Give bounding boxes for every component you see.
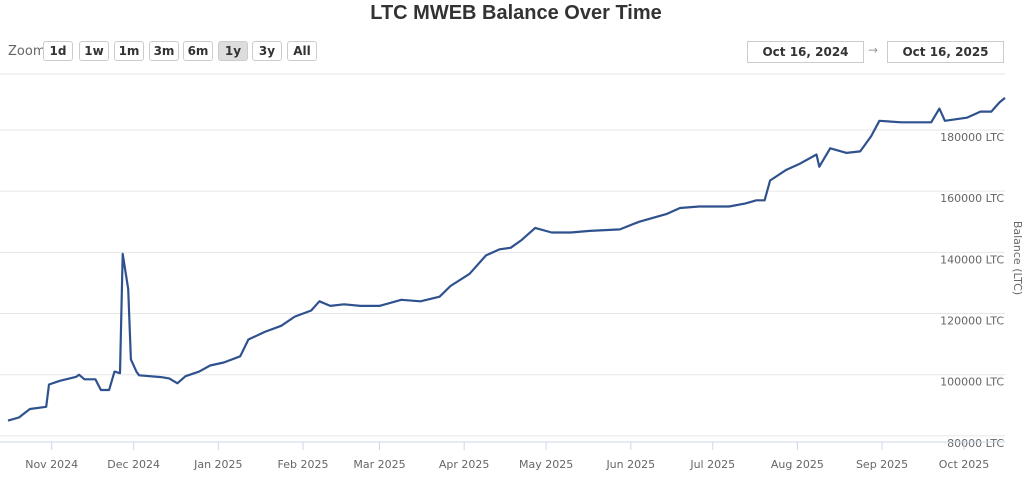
x-tick-label: Oct 2025 bbox=[939, 458, 990, 471]
x-tick-label: Apr 2025 bbox=[439, 458, 490, 471]
y-tick-label: 160000 LTC bbox=[940, 192, 1004, 205]
x-tick-label: Mar 2025 bbox=[353, 458, 405, 471]
x-tick-label: Jun 2025 bbox=[605, 458, 655, 471]
y-tick-label: 140000 LTC bbox=[940, 253, 1004, 266]
zoom-3y-button[interactable]: 3y bbox=[252, 41, 282, 61]
zoom-6m-button[interactable]: 6m bbox=[183, 41, 213, 61]
series-line-mweb-balance bbox=[7, 97, 1006, 422]
date-from-input[interactable]: Oct 16, 2024 bbox=[747, 41, 864, 63]
x-tick-label: Sep 2025 bbox=[856, 458, 908, 471]
zoom-1y-button[interactable]: 1y bbox=[218, 41, 248, 61]
y-tick-label: 120000 LTC bbox=[940, 315, 1004, 328]
x-tick-label: Nov 2024 bbox=[25, 458, 78, 471]
date-to-input[interactable]: Oct 16, 2025 bbox=[887, 41, 1004, 63]
zoom-all-button[interactable]: All bbox=[287, 41, 317, 61]
y-tick-label: 180000 LTC bbox=[940, 131, 1004, 144]
zoom-3m-button[interactable]: 3m bbox=[149, 41, 179, 61]
y-tick-label: 80000 LTC bbox=[947, 437, 1004, 450]
x-tick-label: Jan 2025 bbox=[193, 458, 242, 471]
x-tick-label: May 2025 bbox=[519, 458, 573, 471]
y-tick-label: 100000 LTC bbox=[940, 376, 1004, 389]
zoom-1w-button[interactable]: 1w bbox=[79, 41, 109, 61]
x-tick-label: Feb 2025 bbox=[278, 458, 329, 471]
x-tick-label: Aug 2025 bbox=[771, 458, 824, 471]
zoom-1m-button[interactable]: 1m bbox=[114, 41, 144, 61]
x-tick-label: Jul 2025 bbox=[689, 458, 735, 471]
zoom-1d-button[interactable]: 1d bbox=[43, 41, 73, 61]
y-axis-title: Balance (LTC) bbox=[1011, 221, 1024, 295]
x-tick-label: Dec 2024 bbox=[107, 458, 160, 471]
date-range-arrow: → bbox=[868, 43, 879, 57]
chart-title: LTC MWEB Balance Over Time bbox=[370, 2, 662, 24]
zoom-label: Zoom bbox=[8, 44, 46, 59]
